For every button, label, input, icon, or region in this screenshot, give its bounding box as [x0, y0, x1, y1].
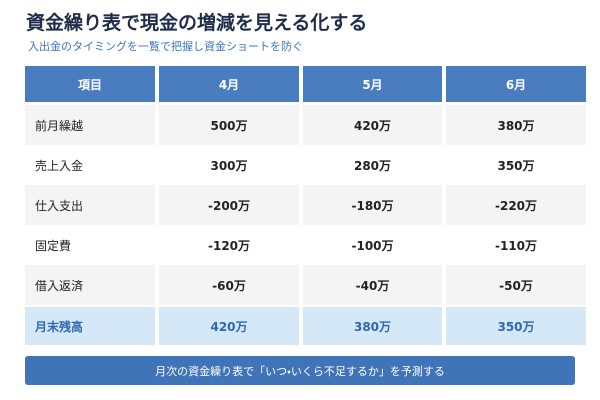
cell-value: 280万 [353, 158, 392, 173]
cash-flow-table: 項目 4月 5月 6月 前月繰越 500万 420万 380万 売上入金 300万 280万 350万… [25, 66, 586, 345]
cell-value: 500万 [159, 105, 299, 145]
column-header: 6月 [446, 66, 586, 102]
cell-value: 380万 [446, 105, 586, 145]
footer-note: 月次の資金繰り表で「いつ・いくら不足するか」を予測する [25, 356, 575, 385]
subtitle: 入出金のタイミングを一覧で把握し資金ショートを防ぐ [28, 40, 303, 53]
cell-value: 350万 [446, 307, 586, 345]
row-label: 仕入支出 [25, 185, 155, 225]
column-header: 4月 [159, 66, 299, 102]
cell-value: 380万 [303, 307, 442, 345]
row-label: 固定費 [35, 238, 72, 253]
cell-value: -220万 [446, 185, 586, 225]
title: 資金繰り表で現金の増減を見える化する [26, 12, 368, 34]
column-header: 5月 [303, 66, 442, 102]
cell-value: -60万 [159, 265, 299, 305]
cell-value: -110万 [494, 238, 538, 253]
cell-value: -180万 [303, 185, 442, 225]
row-label: 前月繰越 [25, 105, 155, 145]
cell-value: 300万 [210, 158, 248, 173]
cell-value: -50万 [446, 265, 586, 305]
cell-value: 420万 [303, 105, 442, 145]
cell-value: -200万 [159, 185, 299, 225]
cell-value: -100万 [351, 238, 394, 253]
cell-value: 420万 [159, 307, 299, 345]
cell-value: 350万 [497, 158, 535, 173]
column-header: 項目 [25, 66, 155, 102]
cell-value: -40万 [303, 265, 442, 305]
row-label: 売上入金 [35, 158, 84, 173]
cell-value: -120万 [207, 238, 251, 253]
row-label: 月末残高 [25, 307, 155, 345]
row-label: 借入返済 [25, 265, 155, 305]
